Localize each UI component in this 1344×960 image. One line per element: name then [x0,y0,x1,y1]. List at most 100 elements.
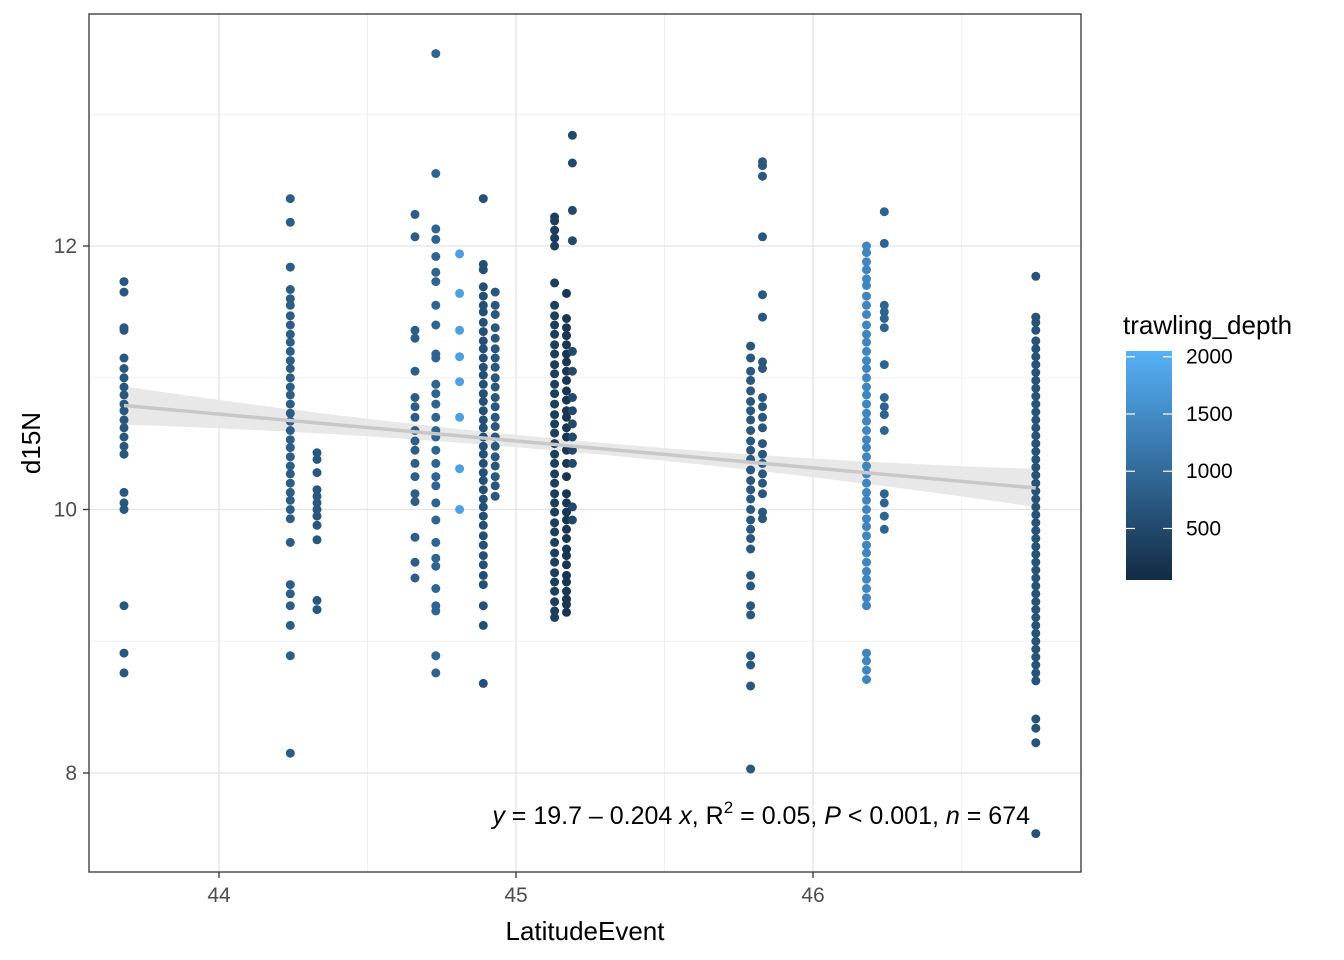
data-point [862,548,871,558]
data-point [567,236,577,246]
data-point [550,233,560,243]
data-point [550,241,560,251]
data-point [478,317,488,327]
data-point [1031,628,1041,638]
data-point [862,495,871,505]
data-point [567,432,577,442]
data-point [431,458,441,468]
data-point [285,356,295,366]
data-point [562,323,571,333]
data-point [758,478,767,488]
data-point [312,535,322,545]
data-point [285,346,295,356]
data-point [455,505,465,514]
data-point [285,294,295,304]
data-point [758,393,767,402]
data-point [285,435,295,445]
data-point [455,249,465,259]
data-point [746,426,756,435]
regression-line-layer [123,403,1036,490]
data-point [285,320,295,330]
x-axis-title: LatitudeEvent [505,916,665,946]
data-point [562,314,571,323]
data-point [119,390,129,400]
data-point [550,478,560,488]
data-point [119,668,129,678]
data-point [1031,271,1041,281]
data-point [879,314,889,323]
data-point [562,331,571,341]
data-point [862,601,871,611]
data-point [567,346,577,356]
data-point [431,353,441,363]
data-point [1031,534,1041,543]
data-point [550,389,560,399]
data-point [562,340,571,350]
data-point [746,445,756,455]
data-point [478,194,488,204]
data-point [312,468,322,478]
data-point [567,393,577,402]
data-point [862,487,871,497]
data-point [285,580,295,590]
data-point [567,205,577,215]
data-point [746,651,756,661]
data-point [862,656,871,666]
data-point [746,476,756,485]
data-point [312,491,322,501]
data-point [879,323,889,333]
grid-lines [89,14,1081,872]
data-point [1031,407,1041,417]
data-point [285,478,295,488]
data-point [119,449,129,459]
data-point [119,601,129,611]
data-point [862,557,871,567]
data-point [478,476,488,485]
data-point [431,169,441,178]
data-point [431,606,441,616]
data-point [746,415,756,425]
data-point [758,171,767,181]
data-point [746,375,756,385]
y-tick-label: 12 [54,235,77,258]
data-point [478,362,488,372]
data-point [550,606,560,616]
data-point [862,356,871,366]
data-point [746,581,756,591]
data-point [431,224,441,234]
data-point [746,366,756,376]
data-point [431,584,441,593]
legend-tick-label: 1500 [1186,403,1233,426]
data-point [312,505,322,514]
x-tick-label: 44 [207,884,231,907]
data-point [285,373,295,383]
data-point [478,291,488,301]
data-point [1031,478,1041,488]
data-point [862,540,871,550]
data-point [550,527,560,537]
data-point [478,423,488,433]
data-point [746,341,756,351]
data-point [862,531,871,541]
data-point [550,360,560,370]
data-point [1031,541,1041,551]
data-point [455,325,465,335]
data-point [285,262,295,272]
data-point [862,584,871,593]
data-point [550,329,560,339]
data-point [478,570,488,580]
data-point [312,448,322,458]
data-point [285,408,295,418]
data-point [431,300,441,310]
data-point [1031,360,1041,370]
data-point [431,445,441,455]
legend-title: trawling_depth [1123,310,1292,340]
data-point [550,349,560,359]
data-point [567,158,577,168]
data-point [478,678,488,688]
data-point [550,469,560,479]
data-point [1031,723,1041,733]
data-point [410,497,420,507]
data-point [862,478,871,488]
